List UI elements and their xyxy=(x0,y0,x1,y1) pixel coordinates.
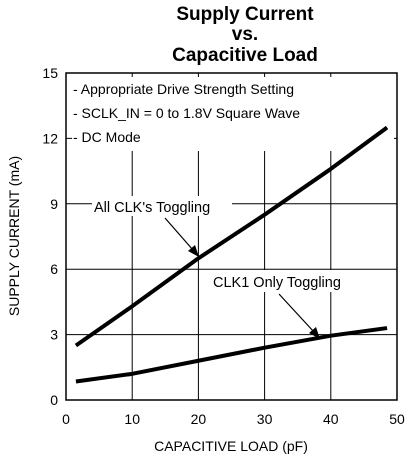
x-tick-label: 40 xyxy=(323,411,339,427)
series-line-1 xyxy=(74,125,389,348)
annotation-all-clk-arrowhead xyxy=(188,245,199,257)
annotation-all-clk-bg xyxy=(92,196,232,216)
y-tick-label: 6 xyxy=(50,261,58,277)
series-lines xyxy=(74,125,389,384)
note-drive-strength: - Appropriate Drive Strength Setting xyxy=(73,81,294,97)
plot-frame xyxy=(65,72,398,401)
y-tick-labels: 0 3 6 9 12 15 xyxy=(42,65,58,408)
annotation-all-clk-leader xyxy=(164,217,194,251)
annotation-clk1-arrowhead xyxy=(309,327,320,339)
series-line-2 xyxy=(75,326,388,384)
note-sclk-in: - SCLK_IN = 0 to 1.8V Square Wave xyxy=(73,105,300,121)
y-tick-label: 3 xyxy=(50,327,58,343)
y-tick-label: 15 xyxy=(42,65,58,81)
x-axis-label: CAPACITIVE LOAD (pF) xyxy=(154,438,308,454)
annotation-clk1: CLK1 Only Toggling xyxy=(213,275,341,291)
x-tick-label: 50 xyxy=(389,411,405,427)
chart-title-line-1: Supply Current xyxy=(176,4,314,25)
x-tick-labels: 0 10 20 30 40 50 xyxy=(62,411,405,427)
note-dc-mode: - DC Mode xyxy=(73,129,141,145)
chart-title-line-3: Capacitive Load xyxy=(172,45,318,66)
x-tick-label: 0 xyxy=(62,411,70,427)
annotation-clk1-bg xyxy=(208,270,372,292)
x-tick-label: 30 xyxy=(257,411,273,427)
y-tick-label: 0 xyxy=(50,392,58,408)
notes-background xyxy=(72,77,394,151)
x-tick-label: 10 xyxy=(124,411,140,427)
y-tick-label: 12 xyxy=(42,130,58,146)
annotation-all-clk: All CLK's Toggling xyxy=(94,200,210,216)
x-tick-label: 20 xyxy=(191,411,207,427)
y-tick-label: 9 xyxy=(50,196,58,212)
y-axis-label: SUPPLY CURRENT (mA) xyxy=(6,156,22,316)
chart-title-line-2: vs. xyxy=(232,24,258,45)
annotation-clk1-leader xyxy=(278,293,315,333)
